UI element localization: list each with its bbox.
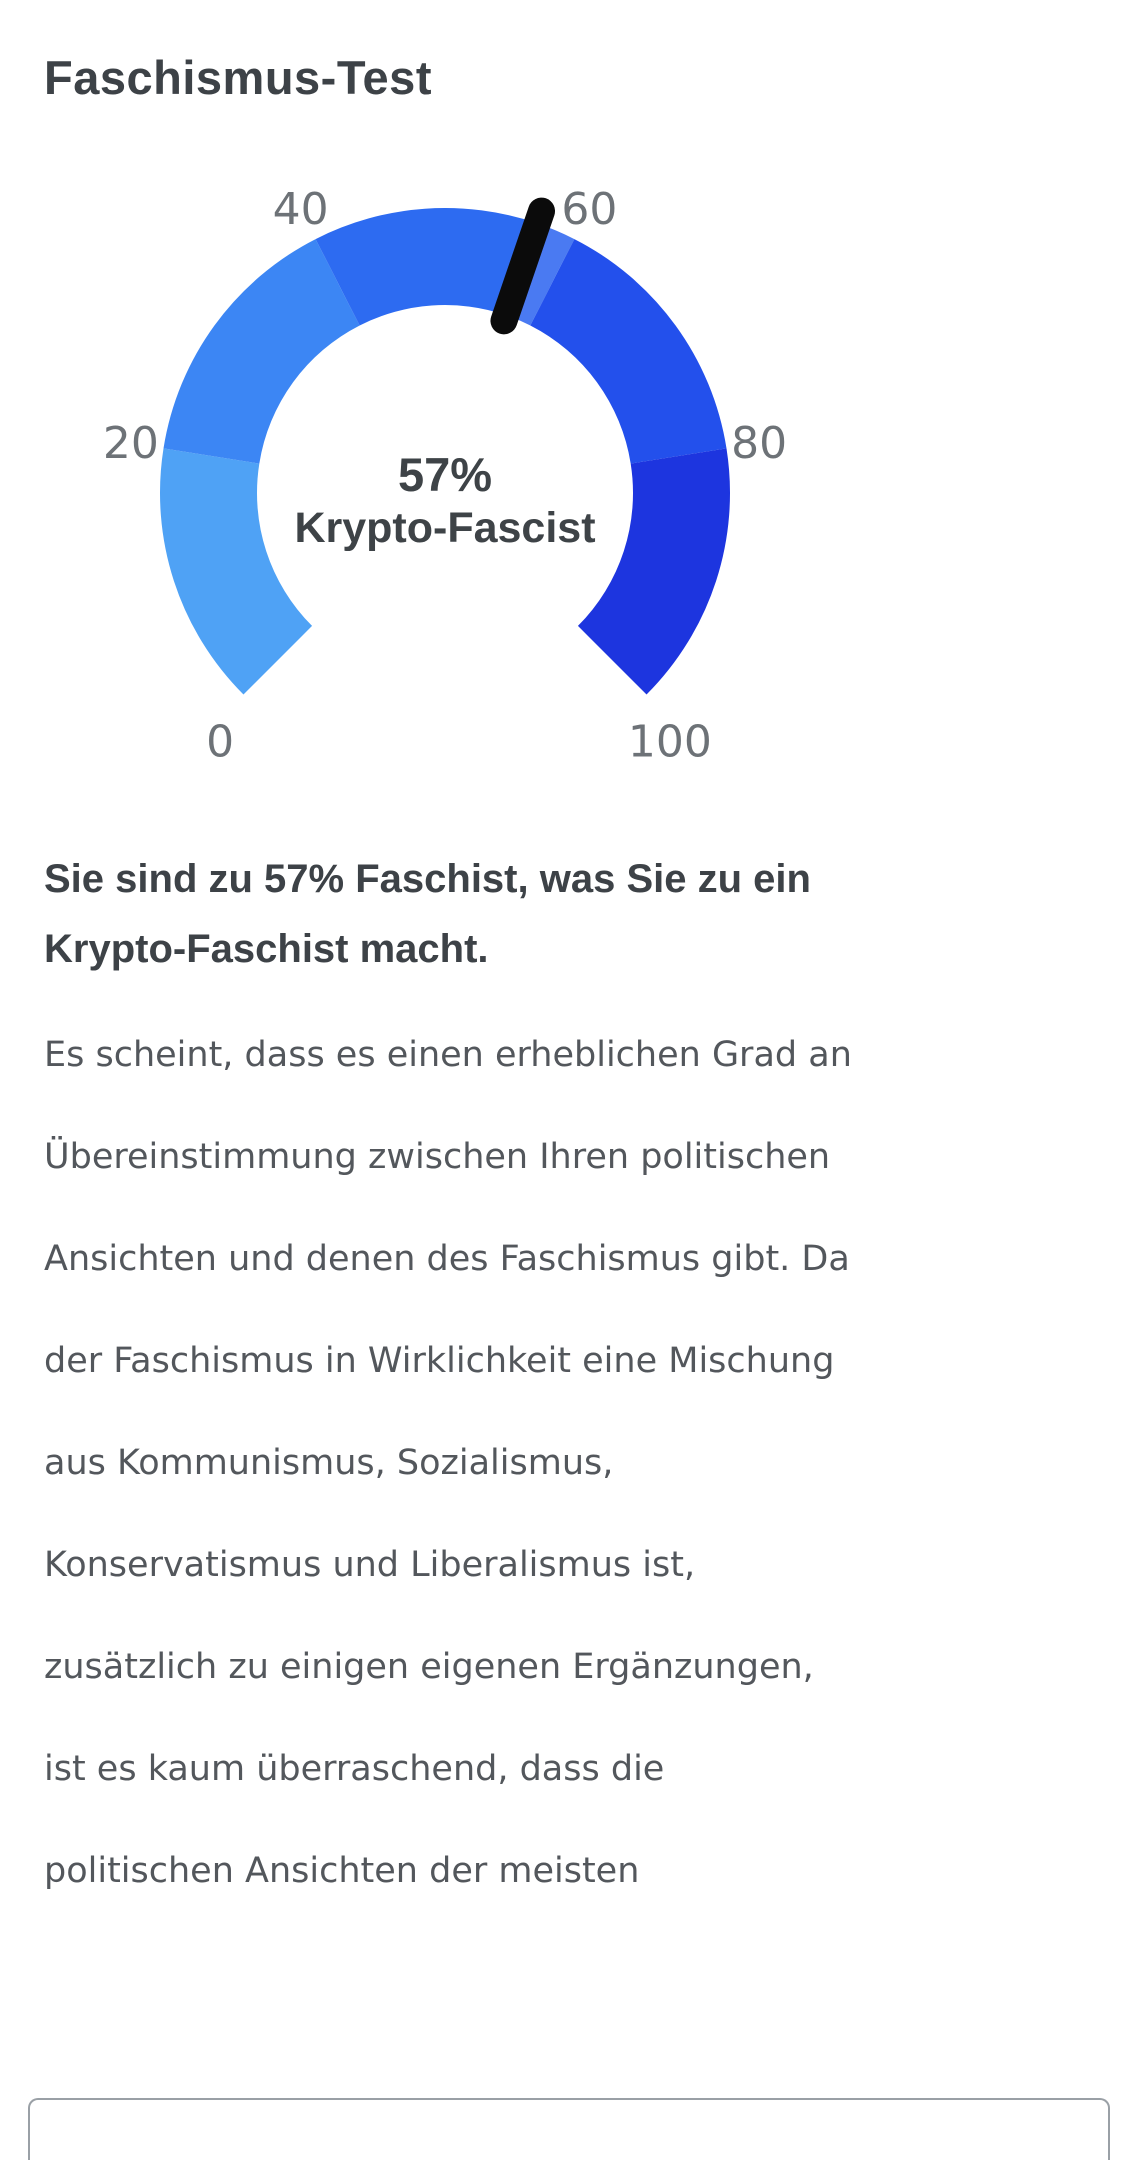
result-paragraph: Es scheint, dass es einen erheblichen Gr…: [44, 1035, 852, 1892]
gauge-tick-label: 60: [561, 185, 617, 236]
page-title: Faschismus-Test: [44, 51, 432, 104]
gauge-segment: [315, 208, 538, 326]
gauge-tick-label: 0: [206, 717, 234, 768]
result-heading: Sie sind zu 57% Faschist, was Sie zu ein…: [44, 857, 811, 972]
gauge-svg: 0 20 40 60 80 100: [103, 185, 787, 768]
gauge-tick-label: 40: [273, 185, 329, 236]
bottom-card-top-edge: [28, 2098, 1110, 2160]
gauge-segment: [530, 239, 727, 464]
gauge-tick-label: 100: [628, 717, 712, 768]
gauge-needle: [490, 197, 556, 335]
gauge-chart: 0 20 40 60 80 100 57% Krypto-Fascist: [0, 148, 890, 788]
gauge-segment: [163, 239, 360, 464]
gauge-segment: [577, 448, 730, 695]
gauge-tick-label: 80: [731, 418, 787, 469]
gauge-segment: [159, 448, 313, 695]
gauge-tick-label: 20: [103, 418, 159, 469]
quiz-result-page: Faschismus-Test 0 20 40 60 80 100 57% Krypto-…: [0, 50, 1138, 2160]
